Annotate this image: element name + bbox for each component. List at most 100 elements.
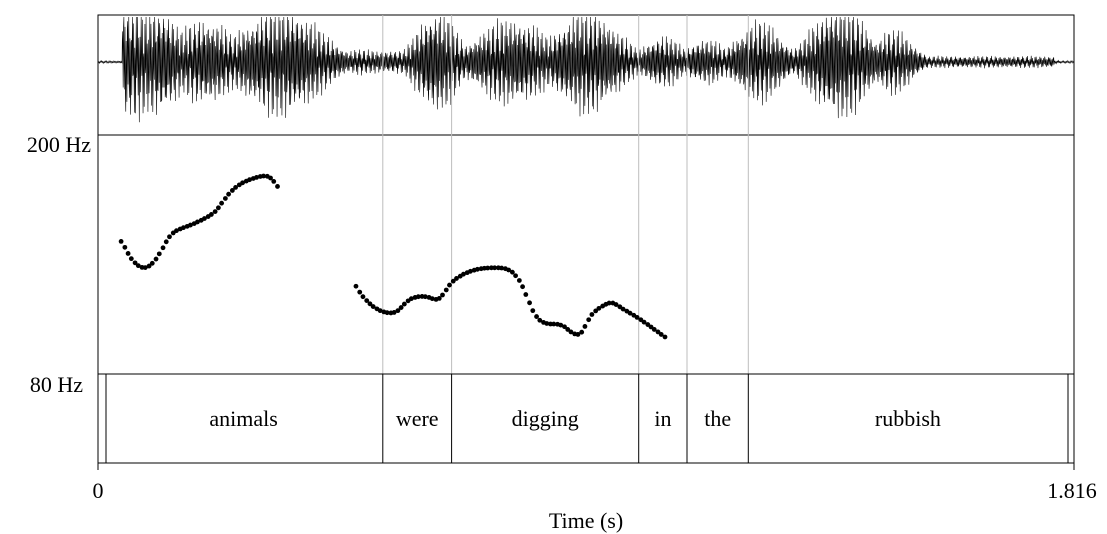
pitch-point (568, 329, 574, 335)
waveform-trace (97, 16, 1075, 123)
pitch-point (475, 266, 480, 272)
pitch-point (215, 205, 221, 211)
pitch-point (174, 228, 179, 234)
word-intervals: animals were digging in the rubbish (209, 374, 941, 463)
pitch-point (579, 329, 585, 335)
pitch-point (534, 314, 539, 319)
pitch-panel: 200 Hz 80 Hz (27, 15, 1075, 463)
pitch-point (275, 184, 280, 189)
pitch-point (122, 244, 128, 250)
pitch-point (520, 284, 525, 290)
word-label: the (704, 406, 731, 431)
pitch-point (655, 329, 661, 335)
pitch-point (443, 287, 449, 293)
pitch-point (202, 216, 207, 221)
pitch-point (360, 294, 366, 300)
pitch-point (142, 265, 148, 270)
pitch-point (537, 317, 543, 323)
pitch-point (261, 173, 266, 179)
y-tick-label-top: 200 Hz (27, 132, 91, 157)
pitch-point (247, 177, 252, 183)
pitch-point (634, 314, 640, 320)
pitch-point (353, 283, 359, 289)
pitch-point (551, 321, 557, 327)
pitch-point (163, 239, 169, 245)
pitch-point (422, 294, 428, 300)
pitch-point (468, 268, 473, 274)
word-label: rubbish (875, 406, 941, 431)
pitch-point (558, 322, 564, 328)
pitch-point (450, 278, 456, 284)
pitch-point (125, 251, 131, 256)
pitch-point (128, 256, 134, 262)
pitch-point (582, 324, 588, 329)
pitch-point (606, 300, 612, 306)
x-axis: 0 1.816 Time (s) (93, 462, 1097, 533)
pitch-point (641, 319, 647, 325)
word-label: digging (512, 406, 579, 431)
pitch-point (492, 265, 498, 271)
pitch-point (226, 191, 232, 197)
pitch-point (233, 185, 238, 190)
pitch-point (219, 200, 225, 206)
pitch-point (188, 222, 193, 228)
pitch-point (135, 263, 141, 269)
pitch-point (167, 234, 172, 240)
pitch-point (440, 292, 445, 298)
pitch-point (513, 273, 518, 279)
pitch-point (593, 308, 599, 314)
pitch-point (254, 174, 259, 180)
pitch-point (395, 308, 401, 314)
pitch-point (181, 225, 186, 231)
pitch-point (364, 298, 370, 303)
pitch-point (447, 282, 452, 288)
pitch-point (523, 292, 529, 297)
pitch-point (160, 245, 166, 251)
x-tick-label-end: 1.816 (1047, 478, 1097, 503)
pitch-points (118, 173, 668, 340)
pitch-point (575, 332, 581, 337)
pitch-point (627, 310, 633, 316)
pitch-point (132, 260, 138, 266)
y-tick-label-bottom: 80 Hz (30, 372, 83, 397)
pitch-point (240, 180, 245, 186)
pitch-point (562, 324, 567, 330)
pitch-point (391, 310, 397, 315)
pitch-point (367, 301, 373, 307)
pitch-point (429, 296, 435, 302)
waveform-panel (97, 14, 1075, 136)
pitch-point (153, 256, 159, 262)
pitch-point (436, 295, 442, 301)
pitch-point (357, 289, 363, 295)
pitch-point (596, 305, 602, 311)
pitch-point (370, 304, 376, 309)
pitch-point (589, 312, 595, 317)
word-boundary-guides (382, 15, 749, 374)
x-axis-label: Time (s) (549, 508, 623, 533)
pitch-point (271, 179, 277, 184)
pitch-point (377, 308, 383, 314)
pitch-point (195, 219, 200, 225)
pitch-point (398, 305, 404, 310)
pitch-point (544, 321, 550, 326)
pitch-point (509, 269, 515, 275)
pitch-point (506, 267, 512, 273)
pitch-point (485, 265, 491, 271)
pitch-point (530, 308, 536, 314)
pitch-point (146, 263, 152, 269)
pitch-point (620, 306, 626, 312)
word-label: animals (209, 406, 277, 431)
pitch-point (454, 276, 459, 281)
pitch-point (499, 265, 505, 271)
pitch-point (156, 251, 162, 257)
pitch-point (229, 188, 235, 193)
pitch-point (212, 209, 218, 215)
pitch-point (662, 334, 668, 340)
word-label: were (396, 406, 439, 431)
pitch-point (384, 310, 390, 316)
pitch-point (149, 260, 155, 266)
word-tier: animals were digging in the rubbish (105, 373, 1069, 464)
pitch-point (613, 302, 619, 307)
pitch-point (415, 294, 421, 300)
